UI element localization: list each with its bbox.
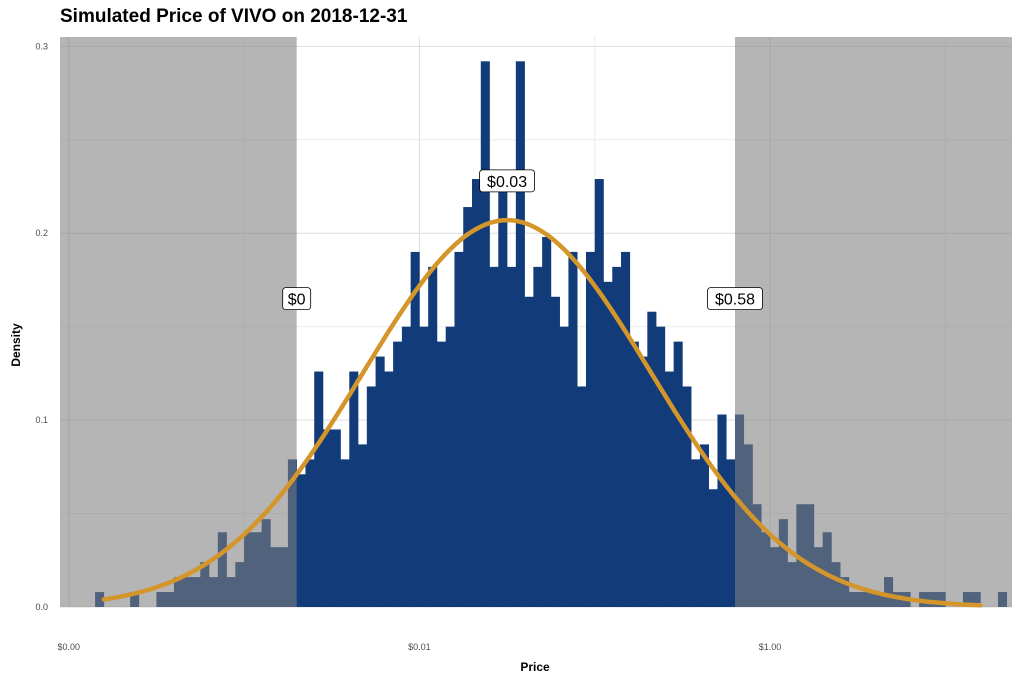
annotation-label: $0.03 (487, 174, 527, 191)
histogram-bar (621, 251, 631, 607)
y-axis-title: Density (9, 323, 23, 367)
annotations: $0 $0.03 $0.58 (282, 169, 763, 311)
chart-title: Simulated Price of VIVO on 2018-12-31 (60, 6, 408, 27)
histogram-bar (384, 371, 394, 607)
density-curve (101, 217, 983, 608)
histogram-bar (664, 371, 674, 607)
histogram-bar (682, 386, 692, 607)
histogram-bar (550, 296, 560, 607)
shaded-regions (60, 37, 1012, 607)
axes: 0.0 0.1 0.2 0.3 $0.00 $0.01 $1.00 (35, 41, 781, 652)
histogram-bar (673, 341, 683, 607)
histogram-bar (656, 326, 666, 607)
histogram-bar (585, 251, 596, 607)
histogram-bar (480, 61, 490, 607)
histogram-bar (603, 281, 613, 607)
histogram-bar (375, 356, 385, 607)
annotation-label-box (282, 287, 312, 311)
histogram-bar (463, 207, 473, 608)
histogram-bar (305, 459, 315, 607)
histogram-bar (699, 444, 709, 607)
x-tick-label: $1.00 (759, 642, 782, 652)
histogram-bar (708, 489, 718, 607)
histogram-bar (428, 266, 438, 607)
y-tick-label: 0.2 (35, 228, 48, 238)
histogram-bar (691, 459, 701, 607)
histogram-bar (533, 266, 543, 607)
histogram-bar (349, 371, 359, 607)
density-curve-group (101, 217, 983, 608)
shaded-region (734, 37, 1012, 607)
histogram-bar (393, 341, 403, 607)
histogram-bar (577, 386, 587, 607)
histogram-bar (717, 414, 727, 607)
histogram-bar (638, 356, 648, 607)
annotation-label: $0.58 (715, 292, 755, 309)
y-tick-label: 0.1 (35, 415, 48, 425)
histogram-bar (340, 459, 350, 607)
histogram-bar (454, 251, 464, 607)
y-tick-label: 0.0 (35, 602, 48, 612)
histogram-bar (314, 371, 324, 607)
histogram-bar (472, 179, 482, 608)
histogram-bar (498, 179, 508, 608)
histogram-bar (489, 266, 499, 607)
histogram-bar (568, 251, 578, 607)
x-axis-title: Price (520, 660, 550, 674)
histogram-bar (507, 266, 517, 607)
histogram-bar (524, 296, 534, 607)
histogram-bar (331, 429, 341, 607)
histogram-bar (358, 444, 368, 607)
histogram-bar (612, 266, 622, 607)
histogram-bar (445, 326, 455, 607)
histogram-bar (366, 386, 376, 607)
y-tick-label: 0.3 (35, 41, 48, 51)
histogram-bar (436, 341, 447, 607)
histogram-bar (419, 326, 429, 607)
histogram-bar (559, 326, 569, 607)
annotation-label: $0 (288, 292, 306, 309)
histogram-bar (296, 474, 306, 607)
histogram-bar (410, 251, 420, 607)
annotation-label-box (479, 169, 535, 193)
x-tick-label: $0.00 (58, 642, 81, 652)
annotation-label-box (707, 287, 763, 311)
histogram-bar (542, 236, 552, 607)
x-tick-label: $0.01 (408, 642, 431, 652)
histogram-bar (515, 61, 525, 607)
shaded-region (60, 37, 297, 607)
histogram-bar (726, 459, 736, 607)
histogram-bar (322, 429, 333, 607)
histogram-bar (401, 326, 411, 607)
histogram-bar (647, 311, 657, 607)
histogram-bar (629, 341, 639, 607)
histogram-bar (594, 179, 604, 608)
